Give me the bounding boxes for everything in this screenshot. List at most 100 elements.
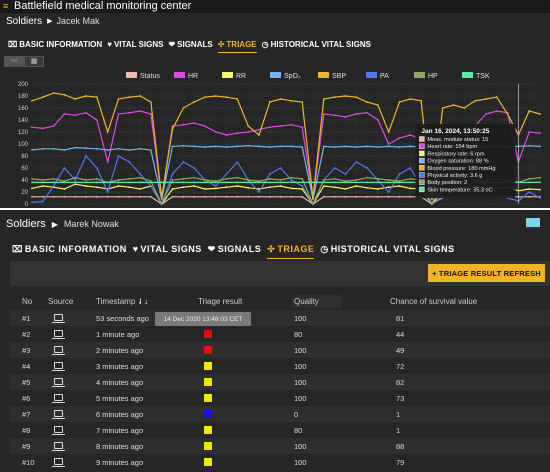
tab-vital-signs[interactable]: ♥ VITAL SIGNS [133,242,202,256]
tab-icon: ❤ [207,243,216,254]
data-point [258,188,260,190]
tab-label: HISTORICAL VITAL SIGNS [330,244,455,254]
data-point [355,179,358,181]
data-point [31,99,33,102]
data-point [355,181,358,184]
breadcrumb-soldiers[interactable]: Soldiers [6,15,43,27]
sort-descending-icon[interactable]: ⇃↓ [137,297,148,306]
tab-signals[interactable]: ❤ SIGNALS [168,37,212,51]
data-point [355,185,358,187]
data-point [63,149,66,151]
data-point [204,188,206,190]
tab-historical-vital-signs[interactable]: ◷ HISTORICAL VITAL SIGNS [320,242,454,256]
vital-signs-chart[interactable]: 0 20 40 60 80 100 120 140 160 180 200 Status HR RR SpO… [0,66,550,208]
data-point [63,195,66,198]
header-triage[interactable]: Triage result [198,297,243,306]
data-point [182,107,185,109]
data-point [204,179,206,181]
tooltip-line: Heart rate: 154 bpm [427,144,477,150]
data-point [409,177,412,180]
tab-historical-vital-signs[interactable]: ◷ HISTORICAL VITAL SIGNS [262,37,371,51]
y-tick-label: 100 [18,142,29,148]
tab-triage[interactable]: ✣ TRIAGE [217,37,257,53]
data-point [279,98,282,100]
tab-signals[interactable]: ❤ SIGNALS [208,242,262,256]
legend-label[interactable]: HR [188,73,198,80]
table-row[interactable]: #5 4 minutes ago 100 82 [10,374,550,390]
line-view-toggle[interactable]: 〰 [4,56,24,67]
data-point [214,185,217,187]
data-point [539,145,541,148]
data-point [495,96,498,99]
header-source[interactable]: Source [48,297,74,306]
table-row[interactable]: #8 7 minutes ago 80 1 [10,422,550,438]
tab-basic-information[interactable]: ⌧ BASIC INFORMATION [12,242,127,256]
data-point [214,95,217,97]
laptop-icon [52,410,65,419]
legend-label[interactable]: TSK [476,73,490,80]
table-row[interactable]: #1 53 seconds ago 100 81 [10,310,550,326]
table-row[interactable]: #4 3 minutes ago 100 72 [10,358,550,374]
tab-triage[interactable]: ✣ TRIAGE [267,242,315,259]
data-point [290,99,293,102]
table-row[interactable]: #2 1 minute ago 80 44 [10,326,550,342]
data-point [128,149,131,151]
data-point [398,185,401,187]
header-survival[interactable]: Chance of survival value [390,297,478,306]
data-point [117,195,120,198]
menu-icon[interactable]: ≡ [3,1,9,11]
data-point [95,147,98,150]
laptop-icon [52,346,65,355]
data-point [528,144,531,147]
laptop-icon [52,362,65,371]
data-point [95,177,98,180]
data-point [95,181,98,184]
tab-basic-information[interactable]: ⌧ BASIC INFORMATION [8,37,102,51]
data-point [236,181,239,184]
data-point [214,145,217,148]
data-point [301,146,304,148]
table-row[interactable]: #9 8 minutes ago 100 88 [10,438,550,454]
data-point [95,167,98,169]
tab-vital-signs[interactable]: ♥ VITAL SIGNS [107,37,163,51]
row-number: #7 [22,410,31,419]
row-timestamp: 6 minutes ago [96,410,144,419]
legend-label[interactable]: Status [140,73,160,80]
legend-label[interactable]: SpO₂ [284,73,301,80]
data-point [376,119,379,121]
table-row[interactable]: #10 9 minutes ago 100 79 [10,454,550,470]
table-row[interactable]: #7 6 minutes ago 0 1 [10,406,550,422]
breadcrumb-soldiers[interactable]: Soldiers [6,218,46,230]
row-timestamp: 7 minutes ago [96,426,144,435]
tab-label: TRIAGE [226,39,257,49]
data-point [74,181,77,184]
data-point [247,144,250,147]
y-tick-label: 160 [18,106,29,112]
data-point [268,173,271,175]
legend-swatch [270,72,281,78]
data-point [128,177,131,180]
legend-label[interactable]: PA [380,73,389,80]
table-row[interactable]: #6 5 minutes ago 100 73 [10,390,550,406]
header-quality[interactable]: Quality [294,297,319,306]
data-point [106,181,109,184]
legend-label[interactable]: HP [428,73,438,80]
row-survival: 88 [396,442,405,451]
data-point [279,167,282,169]
data-point [268,177,271,180]
data-point [322,185,325,187]
table-row[interactable]: #3 2 minutes ago 100 49 [10,342,550,358]
data-point [452,104,455,106]
header-timestamp[interactable]: Timestamp ⇃↓ [96,297,148,306]
data-point [355,96,358,99]
data-point [41,127,44,130]
table-view-toggle[interactable]: ▦ [24,56,44,67]
data-point [301,185,304,187]
data-point [258,181,260,184]
legend-label[interactable]: SBP [332,73,346,80]
data-point [247,195,250,198]
header-no[interactable]: No [22,297,33,306]
legend-label[interactable]: RR [236,73,246,80]
triage-refresh-button[interactable]: + TRIAGE RESULT REFRESH [428,264,545,282]
triage-panel: Soldiers ▶ Marek Nowak ⌧ BASIC INFORMATIO… [0,210,550,472]
